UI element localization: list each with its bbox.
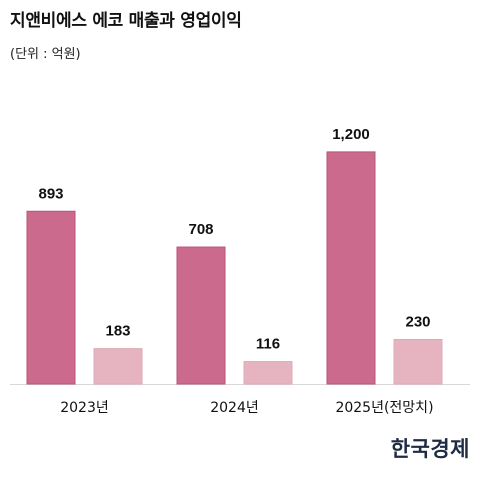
unit-label: (단위 : 억원): [10, 47, 81, 62]
x-tick-label: 2023년: [60, 400, 109, 416]
bar-2023년-s2: [93, 348, 143, 385]
bar-2025년(전망치)-s1: [326, 151, 376, 385]
chart-title: 지앤비에스 에코 매출과 영업이익: [10, 11, 242, 31]
x-tick-label: 2024년: [210, 400, 259, 416]
data-label: 116: [256, 336, 280, 353]
bar-2023년-s1: [26, 210, 76, 385]
x-tick-label: 2025년(전망치): [335, 400, 433, 416]
bar-2024년-s1: [176, 246, 226, 385]
bar-2025년(전망치)-s2: [393, 339, 443, 385]
publisher-logo: 한국경제: [390, 436, 470, 461]
data-label: 708: [188, 221, 213, 238]
data-label: 183: [105, 323, 130, 340]
data-label: 1,200: [332, 126, 370, 143]
data-label: 230: [405, 314, 430, 331]
bar-2024년-s2: [243, 361, 293, 385]
data-label: 893: [38, 185, 63, 202]
